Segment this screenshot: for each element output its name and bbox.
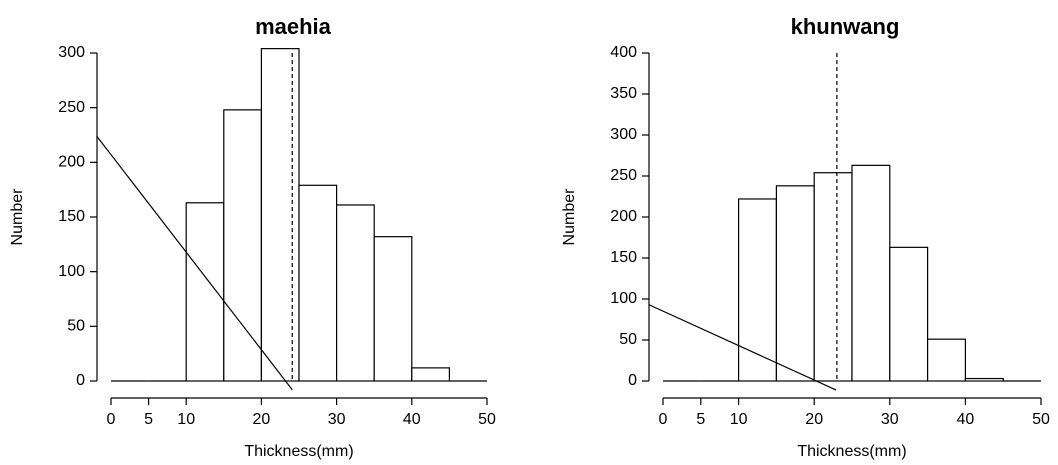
y-tick-label: 0 (628, 372, 637, 389)
y-tick-label: 200 (610, 208, 637, 225)
x-tick-label: 30 (328, 411, 346, 428)
chart-title: maehia (255, 14, 332, 39)
y-tick-label: 400 (610, 44, 637, 61)
bar (889, 246, 929, 382)
bar (336, 204, 375, 382)
x-axis-label: Thickness(mm) (244, 443, 353, 460)
y-tick-label: 150 (58, 208, 85, 225)
x-tick-label: 0 (107, 411, 116, 428)
bar (851, 164, 891, 382)
bar (411, 367, 450, 382)
x-tick-label: 30 (881, 411, 899, 428)
y-tick-label: 50 (67, 318, 85, 335)
y-tick-label: 250 (610, 167, 637, 184)
x-axis-label: Thickness(mm) (797, 443, 906, 460)
x-tick-label: 50 (478, 411, 496, 428)
x-tick-label: 20 (253, 411, 271, 428)
bar (223, 109, 263, 382)
y-tick-label: 350 (610, 85, 637, 102)
bar (926, 338, 966, 382)
y-tick-label: 150 (610, 249, 637, 266)
bar (185, 202, 225, 382)
y-axis-label: Number (561, 188, 578, 246)
y-tick-label: 200 (58, 154, 85, 171)
y-tick-label: 250 (58, 99, 85, 116)
y-tick-label: 100 (58, 263, 85, 280)
fit-line (648, 304, 837, 391)
y-tick-label: 300 (58, 44, 85, 61)
bar (298, 184, 338, 382)
bar (964, 377, 1004, 382)
y-tick-label: 100 (610, 290, 637, 307)
x-tick-label: 20 (805, 411, 823, 428)
x-tick-label: 0 (659, 411, 668, 428)
bar (775, 185, 815, 382)
bar (260, 48, 300, 382)
y-tick-label: 300 (610, 126, 637, 143)
y-axis-label: Number (9, 188, 26, 246)
chart-title: khunwang (791, 14, 900, 39)
y-tick-label: 0 (76, 372, 85, 389)
fit-line (96, 135, 293, 391)
bar (737, 198, 777, 382)
bar (813, 172, 853, 382)
x-tick-label: 5 (144, 411, 153, 428)
bar (373, 236, 413, 382)
x-tick-label: 10 (730, 411, 748, 428)
y-tick-label: 50 (619, 331, 637, 348)
x-tick-label: 40 (957, 411, 975, 428)
x-tick-label: 5 (696, 411, 705, 428)
x-tick-label: 10 (177, 411, 195, 428)
x-tick-label: 50 (1032, 411, 1050, 428)
x-tick-label: 40 (403, 411, 421, 428)
